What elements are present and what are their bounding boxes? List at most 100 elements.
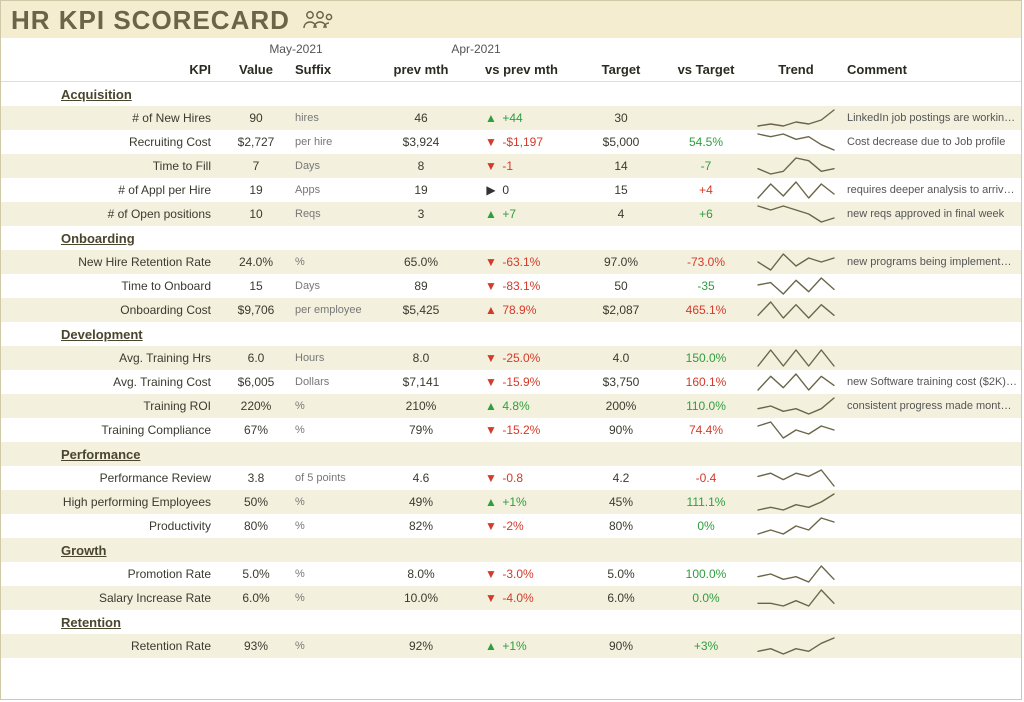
kpi-value: 6.0 [221,349,291,367]
kpi-target: 4.2 [581,469,661,487]
kpi-delta: ▼ -3.0% [471,565,581,583]
kpi-vs-target: +4 [661,181,751,199]
kpi-comment: consistent progress made month over mont… [841,398,1021,414]
section-label: Development [1,325,221,344]
kpi-delta: ▼ -2% [471,517,581,535]
kpi-row: Time to Onboard15Days89▼ -83.1%50-35 [1,274,1021,298]
kpi-delta: ▼ -63.1% [471,253,581,271]
kpi-trend [751,298,841,322]
kpi-row: Avg. Training Hrs6.0Hours8.0▼ -25.0%4.01… [1,346,1021,370]
kpi-target: 30 [581,109,661,127]
kpi-vs-target: -35 [661,277,751,295]
kpi-delta: ▼ -25.0% [471,349,581,367]
kpi-comment: requires deeper analysis to arrive at re… [841,182,1021,198]
kpi-name: High performing Employees [1,493,221,511]
kpi-name: Onboarding Cost [1,301,221,319]
kpi-target: 200% [581,397,661,415]
kpi-value: 10 [221,205,291,223]
kpi-target: 90% [581,637,661,655]
kpi-trend [751,250,841,274]
section-header: Acquisition [1,82,1021,106]
col-kpi: KPI [1,60,221,79]
kpi-suffix: per employee [291,302,371,318]
kpi-suffix: Days [291,278,371,294]
kpi-prev: 8.0% [371,565,471,583]
kpi-target: $2,087 [581,301,661,319]
kpi-name: Recruiting Cost [1,133,221,151]
kpi-suffix: % [291,590,371,606]
section-header: Onboarding [1,226,1021,250]
kpi-suffix: hires [291,110,371,126]
kpi-delta: ▲ +7 [471,205,581,223]
kpi-value: $9,706 [221,301,291,319]
col-suffix: Suffix [291,60,371,79]
kpi-prev: $3,924 [371,133,471,151]
kpi-row: Time to Fill7Days8▼ -114-7 [1,154,1021,178]
kpi-name: Time to Onboard [1,277,221,295]
current-month-label: May-2021 [221,42,371,56]
kpi-delta: ▼ -83.1% [471,277,581,295]
title-bar: HR KPI SCORECARD [1,1,1021,38]
col-prev: prev mth [371,60,471,79]
kpi-prev: 92% [371,637,471,655]
col-trend: Trend [751,60,841,79]
kpi-target: 4.0 [581,349,661,367]
kpi-suffix: Apps [291,182,371,198]
kpi-trend [751,514,841,538]
section-header: Performance [1,442,1021,466]
kpi-target: 15 [581,181,661,199]
section-header: Retention [1,610,1021,634]
kpi-target: 6.0% [581,589,661,607]
kpi-comment: Cost decrease due to Job profile [841,134,1021,150]
kpi-value: 7 [221,157,291,175]
kpi-delta: ▼ -15.2% [471,421,581,439]
kpi-delta: ▲ +1% [471,637,581,655]
kpi-vs-target [661,116,751,120]
section-header: Development [1,322,1021,346]
kpi-prev: 3 [371,205,471,223]
kpi-prev: 65.0% [371,253,471,271]
kpi-comment [841,308,1021,312]
col-target: Target [581,60,661,79]
kpi-vs-target: -7 [661,157,751,175]
kpi-name: Avg. Training Cost [1,373,221,391]
kpi-row: High performing Employees50%%49%▲ +1%45%… [1,490,1021,514]
kpi-comment [841,524,1021,528]
kpi-name: Time to Fill [1,157,221,175]
kpi-name: # of Open positions [1,205,221,223]
kpi-comment [841,644,1021,648]
kpi-prev: 79% [371,421,471,439]
kpi-value: 19 [221,181,291,199]
kpi-value: $2,727 [221,133,291,151]
kpi-vs-target: 160.1% [661,373,751,391]
kpi-target: $5,000 [581,133,661,151]
kpi-trend [751,418,841,442]
kpi-delta: ▲ 4.8% [471,397,581,415]
kpi-name: Avg. Training Hrs [1,349,221,367]
section-label: Retention [1,613,221,632]
kpi-vs-target: +6 [661,205,751,223]
kpi-row: Salary Increase Rate6.0%%10.0%▼ -4.0%6.0… [1,586,1021,610]
kpi-suffix: per hire [291,134,371,150]
kpi-trend [751,634,841,658]
kpi-trend [751,130,841,154]
kpi-row: Promotion Rate5.0%%8.0%▼ -3.0%5.0%100.0% [1,562,1021,586]
kpi-trend [751,202,841,226]
kpi-value: $6,005 [221,373,291,391]
kpi-suffix: % [291,254,371,270]
kpi-prev: $7,141 [371,373,471,391]
kpi-trend [751,154,841,178]
col-vtarget: vs Target [661,60,751,79]
section-label: Acquisition [1,85,221,104]
kpi-comment [841,164,1021,168]
month-heading-row: May-2021 Apr-2021 [1,38,1021,58]
kpi-prev: 19 [371,181,471,199]
kpi-delta: ▼ -15.9% [471,373,581,391]
kpi-comment: new Software training cost ($2K) for thi… [841,374,1021,390]
kpi-suffix: % [291,518,371,534]
kpi-name: Salary Increase Rate [1,589,221,607]
kpi-delta: ▼ -1 [471,157,581,175]
kpi-row: # of Appl per Hire19Apps19▶ 015+4require… [1,178,1021,202]
kpi-target: $3,750 [581,373,661,391]
kpi-comment [841,476,1021,480]
